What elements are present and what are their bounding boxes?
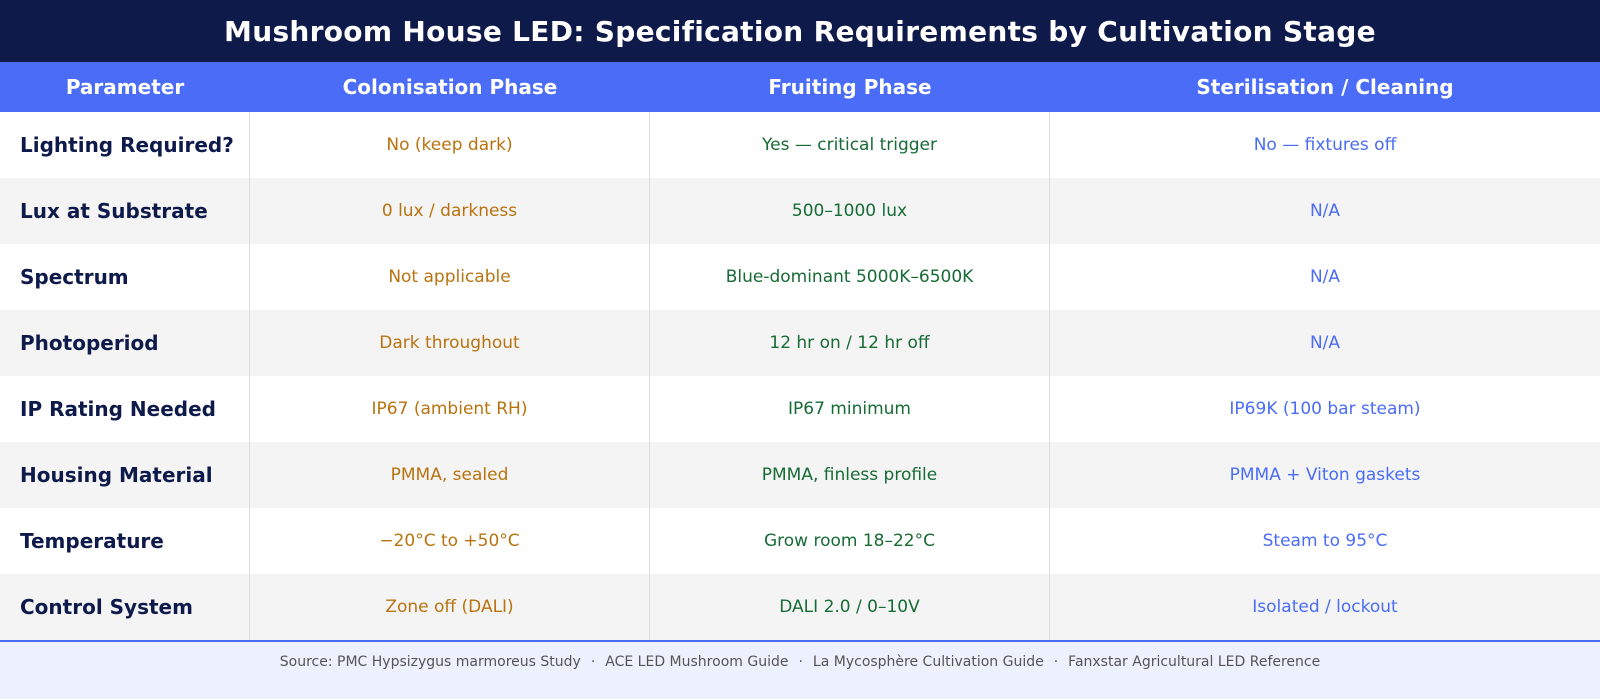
cell-sterilisation: No — fixtures off — [1050, 112, 1600, 178]
cell-colonisation: −20°C to +50°C — [250, 508, 650, 574]
cell-colonisation: No (keep dark) — [250, 112, 650, 178]
row-parameter: Lux at Substrate — [0, 178, 250, 244]
table-row: Control System Zone off (DALI) DALI 2.0 / … — [0, 574, 1600, 640]
cell-sterilisation: IP69K (100 bar steam) — [1050, 376, 1600, 442]
row-parameter: Temperature — [0, 508, 250, 574]
row-parameter: Control System — [0, 574, 250, 640]
cell-colonisation: Zone off (DALI) — [250, 574, 650, 640]
cell-sterilisation: PMMA + Viton gaskets — [1050, 442, 1600, 508]
table-row: Lux at Substrate 0 lux / darkness 500–1000… — [0, 178, 1600, 244]
row-parameter: Lighting Required? — [0, 112, 250, 178]
row-parameter: Housing Material — [0, 442, 250, 508]
cell-sterilisation: Isolated / lockout — [1050, 574, 1600, 640]
cell-fruiting: Blue-dominant 5000K–6500K — [650, 244, 1050, 310]
cell-fruiting: Grow room 18–22°C — [650, 508, 1050, 574]
cell-colonisation: Dark throughout — [250, 310, 650, 376]
source-separator: · — [590, 654, 596, 670]
column-header-sterilisation: Sterilisation / Cleaning — [1050, 62, 1600, 112]
source-item: Source: PMC Hypsizygus marmoreus Study — [279, 654, 581, 670]
table-row: IP Rating Needed IP67 (ambient RH) IP67 mi… — [0, 376, 1600, 442]
cell-colonisation: PMMA, sealed — [250, 442, 650, 508]
cell-fruiting: 12 hr on / 12 hr off — [650, 310, 1050, 376]
source-separator: · — [798, 654, 803, 670]
cell-fruiting: Yes — critical trigger — [650, 112, 1050, 178]
source-footer: Source: PMC Hypsizygus marmoreus Study ·… — [0, 640, 1600, 699]
cell-sterilisation: Steam to 95°C — [1050, 508, 1600, 574]
spec-table: Parameter Colonisation Phase Fruiting Ph… — [0, 62, 1600, 112]
cell-colonisation: IP67 (ambient RH) — [250, 376, 650, 442]
cell-fruiting: IP67 minimum — [650, 376, 1050, 442]
table-row: Spectrum Not applicable Blue-dominant 5000… — [0, 244, 1600, 310]
row-parameter: Spectrum — [0, 244, 250, 310]
cell-fruiting: DALI 2.0 / 0–10V — [650, 574, 1050, 640]
row-parameter: IP Rating Needed — [0, 376, 250, 442]
table-row: Temperature −20°C to +50°C Grow room 18–22… — [0, 508, 1600, 574]
page-title: Mushroom House LED: Specification Requir… — [0, 0, 1600, 62]
cell-sterilisation: N/A — [1050, 178, 1600, 244]
source-item: ACE LED Mushroom Guide — [605, 654, 789, 670]
table-row: Lighting Required? No (keep dark) Yes — cr… — [0, 112, 1600, 178]
column-header-parameter: Parameter — [0, 62, 250, 112]
column-header-fruiting: Fruiting Phase — [650, 62, 1050, 112]
cell-sterilisation: N/A — [1050, 310, 1600, 376]
table-row: Housing Material PMMA, sealed PMMA, finles… — [0, 442, 1600, 508]
cell-fruiting: PMMA, finless profile — [650, 442, 1050, 508]
cell-fruiting: 500–1000 lux — [650, 178, 1050, 244]
column-header-colonisation: Colonisation Phase — [250, 62, 650, 112]
source-item: Fanxstar Agricultural LED Reference — [1068, 654, 1321, 670]
cell-colonisation: Not applicable — [250, 244, 650, 310]
cell-colonisation: 0 lux / darkness — [250, 178, 650, 244]
row-parameter: Photoperiod — [0, 310, 250, 376]
cell-sterilisation: N/A — [1050, 244, 1600, 310]
table-body: Lighting Required? No (keep dark) Yes — cr… — [0, 112, 1600, 640]
table-row: Photoperiod Dark throughout 12 hr on / 12 … — [0, 310, 1600, 376]
source-item: La Mycosphère Cultivation Guide — [812, 654, 1044, 670]
source-separator: · — [1053, 654, 1059, 670]
